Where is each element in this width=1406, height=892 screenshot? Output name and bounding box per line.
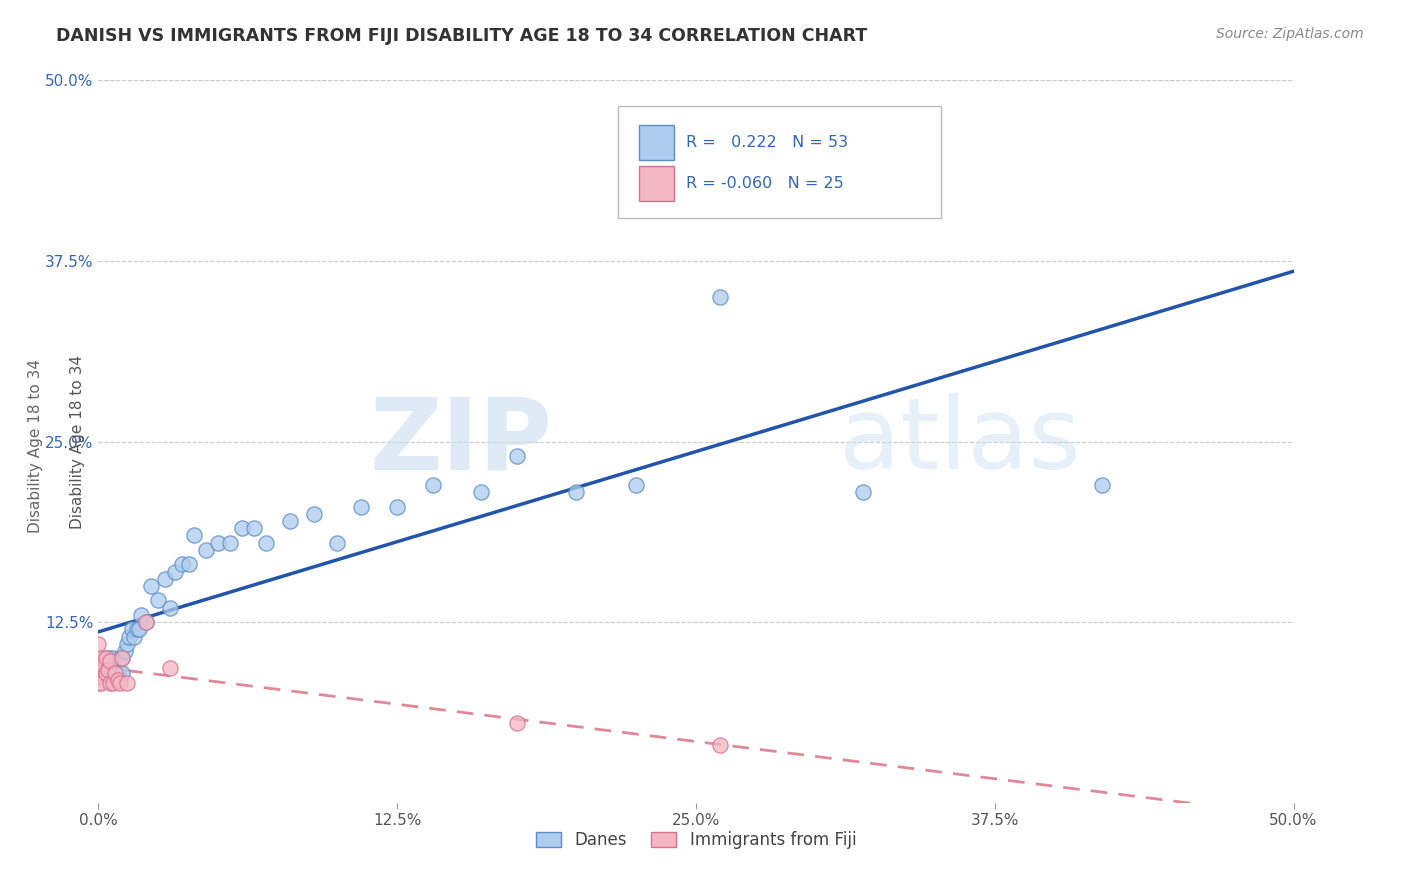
Point — [254, 535, 277, 549]
Point — [98, 673, 122, 687]
Point — [108, 651, 131, 665]
Point — [1091, 478, 1114, 492]
Text: DANISH VS IMMIGRANTS FROM FIJI DISABILITY AGE 18 TO 34 CORRELATION CHART: DANISH VS IMMIGRANTS FROM FIJI DISABILIT… — [56, 27, 868, 45]
Point — [111, 651, 134, 665]
Point — [94, 651, 117, 665]
Point — [104, 665, 127, 680]
Point — [90, 676, 112, 690]
Point — [97, 663, 120, 677]
Point — [97, 665, 120, 680]
Point — [114, 644, 136, 658]
Point — [101, 651, 124, 665]
Point — [118, 630, 141, 644]
Text: Disability Age 18 to 34: Disability Age 18 to 34 — [28, 359, 42, 533]
Point — [163, 565, 186, 579]
Point — [159, 600, 181, 615]
Point — [155, 572, 177, 586]
Point — [135, 615, 157, 630]
Point — [207, 535, 229, 549]
Point — [90, 658, 112, 673]
Text: R = -0.060   N = 25: R = -0.060 N = 25 — [686, 176, 844, 191]
Point — [108, 676, 131, 690]
Point — [470, 485, 492, 500]
Point — [94, 665, 117, 680]
Point — [90, 651, 112, 665]
Point — [326, 535, 349, 549]
Point — [172, 558, 194, 572]
Point — [121, 623, 143, 637]
Point — [231, 521, 253, 535]
Point — [98, 654, 122, 668]
Point — [626, 478, 648, 492]
Point — [94, 665, 117, 680]
Point — [278, 514, 301, 528]
Point — [125, 623, 148, 637]
Point — [195, 542, 218, 557]
Point — [131, 607, 153, 622]
Text: ZIP: ZIP — [370, 393, 553, 490]
Point — [87, 663, 110, 677]
Point — [115, 637, 138, 651]
Point — [101, 676, 124, 690]
Point — [98, 651, 122, 665]
Point — [506, 716, 529, 731]
Point — [104, 665, 127, 680]
Point — [87, 658, 110, 673]
Point — [219, 535, 242, 549]
Point — [565, 485, 588, 500]
FancyBboxPatch shape — [619, 105, 941, 218]
FancyBboxPatch shape — [638, 166, 675, 201]
Point — [87, 676, 110, 690]
Point — [124, 630, 146, 644]
Point — [87, 665, 110, 680]
Point — [350, 500, 373, 514]
Point — [128, 623, 150, 637]
Point — [98, 665, 122, 680]
Point — [115, 676, 138, 690]
Point — [709, 290, 731, 304]
Point — [159, 661, 181, 675]
Point — [107, 665, 129, 680]
Point — [139, 579, 162, 593]
Point — [87, 637, 110, 651]
Point — [243, 521, 266, 535]
Point — [98, 676, 122, 690]
Point — [183, 528, 205, 542]
Legend: Danes, Immigrants from Fiji: Danes, Immigrants from Fiji — [529, 824, 863, 856]
Point — [94, 651, 117, 665]
Point — [148, 593, 170, 607]
Point — [135, 615, 157, 630]
Point — [111, 651, 134, 665]
Point — [302, 507, 325, 521]
Point — [97, 658, 120, 673]
Point — [101, 665, 124, 680]
Point — [852, 485, 875, 500]
Text: atlas: atlas — [839, 393, 1081, 490]
Point — [91, 658, 114, 673]
Point — [107, 673, 129, 687]
Point — [91, 658, 114, 673]
Text: R =   0.222   N = 53: R = 0.222 N = 53 — [686, 135, 849, 150]
Point — [87, 654, 110, 668]
FancyBboxPatch shape — [638, 125, 675, 160]
Point — [422, 478, 444, 492]
Point — [87, 668, 110, 682]
Point — [385, 500, 409, 514]
Point — [111, 665, 134, 680]
Text: Source: ZipAtlas.com: Source: ZipAtlas.com — [1216, 27, 1364, 41]
Point — [91, 665, 114, 680]
Point — [506, 449, 529, 463]
Point — [709, 738, 731, 752]
Point — [179, 558, 201, 572]
Y-axis label: Disability Age 18 to 34: Disability Age 18 to 34 — [69, 354, 84, 529]
